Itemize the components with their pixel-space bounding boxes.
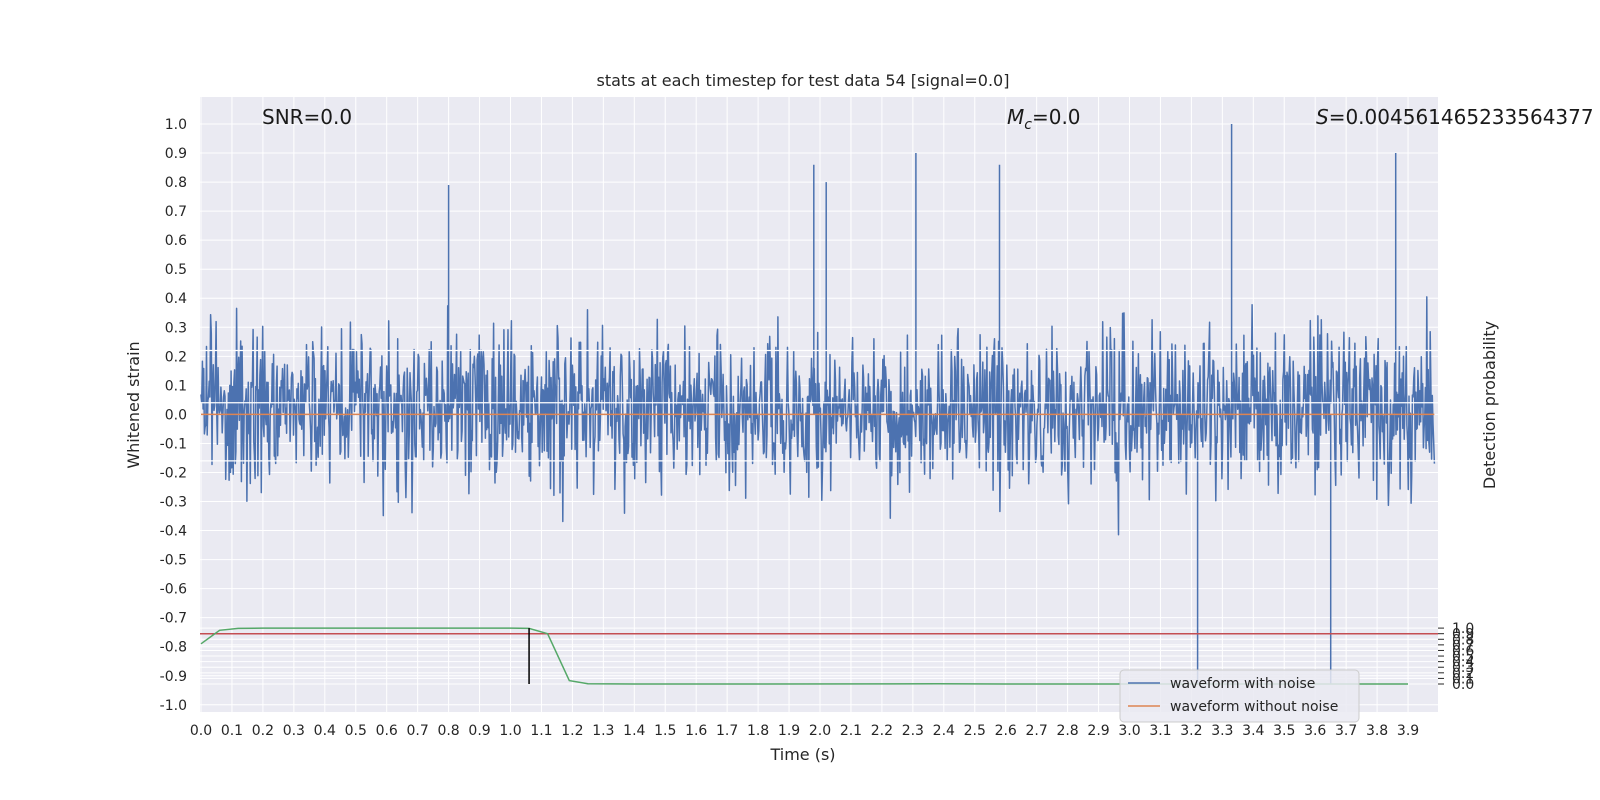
x-tick-label: 2.6 (995, 723, 1017, 739)
series-waveform-with-noise (200, 124, 1436, 685)
s-annotation: S=0.004561465233564377 (1316, 105, 1594, 129)
x-tick-label: 3.2 (1180, 723, 1202, 739)
y2-axis-label: Detection probability (1480, 321, 1499, 489)
x-tick-label: 3.8 (1366, 723, 1388, 739)
x-tick-label: 0.8 (437, 723, 459, 739)
mc-value: =0.0 (1032, 105, 1081, 129)
y2-tick-label: 0.7 (1452, 638, 1474, 654)
y-tick-label: -0.5 (160, 553, 187, 569)
y-tick-label: 0.3 (165, 320, 187, 336)
y-tick-label: 0.7 (165, 204, 187, 220)
y-tick-label: 0.8 (165, 175, 187, 191)
y-tick-label: -1.0 (160, 698, 187, 714)
y-tick-label: 0.2 (165, 349, 187, 365)
series-lines (200, 349, 1438, 685)
y-tick-label: -0.9 (160, 669, 187, 685)
y-tick-label: -0.3 (160, 495, 187, 511)
x-tick-label: 2.3 (902, 723, 924, 739)
snr-annotation: SNR=0.0 (262, 105, 352, 129)
y-tick-label: 0.6 (165, 233, 187, 249)
x-tick-label: 1.6 (685, 723, 707, 739)
x-tick-label: 1.7 (716, 723, 738, 739)
axis-ticks: 0.0 0.1 0.2 0.3 0.4 0.5 0.6 0.7 0.8 0.9 1.0 1.1 1.2 1… (160, 117, 1475, 739)
x-tick-label: 3.5 (1273, 723, 1295, 739)
chart-title: stats at each timestep for test data 54 … (597, 71, 1010, 90)
x-tick-label: 1.9 (778, 723, 800, 739)
y2-tick-label: 0.9 (1452, 627, 1474, 643)
y2-tick-label: 1.0 (1452, 621, 1474, 637)
y2-tick-label: 0.4 (1452, 655, 1474, 671)
y-tick-label: 0.9 (165, 146, 187, 162)
y-tick-label: -0.2 (160, 465, 187, 481)
x-tick-label: 0.7 (407, 723, 429, 739)
x-axis-label: Time (s) (769, 745, 835, 764)
y-tick-label: 1.0 (165, 117, 187, 133)
y2-tick-label: 0.5 (1452, 649, 1474, 665)
y-tick-label: -0.6 (160, 582, 187, 598)
x-tick-label: 0.0 (190, 723, 212, 739)
y2-tick-label: 0.6 (1452, 643, 1474, 659)
x-tick-label: 0.1 (221, 723, 243, 739)
y-tick-label: 0.0 (165, 407, 187, 423)
x-tick-label: 1.2 (561, 723, 583, 739)
s-symbol: S (1316, 105, 1329, 129)
x-tick-label: 2.4 (933, 723, 955, 739)
x-tick-label: 3.3 (1211, 723, 1233, 739)
x-tick-label: 1.1 (530, 723, 552, 739)
mc-symbol: M (1007, 105, 1024, 129)
legend: waveform with noise waveform without noi… (1119, 669, 1360, 723)
y-tick-label: 0.5 (165, 262, 187, 278)
x-tick-label: 2.9 (1087, 723, 1109, 739)
x-tick-label: 0.2 (252, 723, 274, 739)
y2-tick-label: 0.0 (1452, 677, 1474, 693)
y-tick-label: 0.1 (165, 378, 187, 394)
y2-tick-label: 0.2 (1452, 666, 1474, 682)
x-tick-label: 2.1 (840, 723, 862, 739)
x-tick-label: 1.8 (747, 723, 769, 739)
x-tick-label: 0.6 (376, 723, 398, 739)
noise-waveform-path (200, 124, 1436, 685)
x-tick-label: 3.1 (1149, 723, 1171, 739)
legend-box (1119, 669, 1360, 723)
x-tick-label: 0.9 (468, 723, 490, 739)
y2-tick-label: 0.3 (1452, 660, 1474, 676)
mc-annotation: Mc=0.0 (1007, 105, 1081, 133)
y-tick-label: -0.1 (160, 436, 187, 452)
x-tick-label: 3.6 (1304, 723, 1326, 739)
x-tick-label: 3.9 (1397, 723, 1419, 739)
y-axis-label: Whitened strain (124, 341, 143, 468)
x-tick-label: 1.4 (623, 723, 645, 739)
legend-label-clean: waveform without noise (1170, 699, 1338, 715)
y-tick-label: -0.8 (160, 640, 187, 656)
x-tick-label: 2.8 (1056, 723, 1078, 739)
y-tick-label: -0.7 (160, 611, 187, 627)
y2-tick-label: 0.8 (1452, 632, 1474, 648)
y2-tick-label: 0.1 (1452, 671, 1474, 687)
detection-probability-line (200, 627, 1408, 685)
y-tick-label: 0.4 (165, 291, 187, 307)
legend-label-noise: waveform with noise (1170, 676, 1315, 692)
x-tick-label: 1.5 (654, 723, 676, 739)
x-tick-label: 3.0 (1118, 723, 1140, 739)
x-tick-label: 0.4 (314, 723, 336, 739)
mc-subscript: c (1024, 117, 1032, 133)
y-tick-label: -0.4 (160, 524, 187, 540)
x-tick-label: 2.7 (1026, 723, 1048, 739)
x-tick-label: 0.3 (283, 723, 305, 739)
x-tick-label: 0.5 (345, 723, 367, 739)
s-value: =0.004561465233564377 (1329, 105, 1594, 129)
x-tick-label: 1.3 (592, 723, 614, 739)
x-tick-label: 3.7 (1335, 723, 1357, 739)
x-tick-label: 1.0 (499, 723, 521, 739)
x-tick-label: 2.5 (964, 723, 986, 739)
x-tick-label: 3.4 (1242, 723, 1264, 739)
x-tick-label: 2.0 (809, 723, 831, 739)
x-tick-label: 2.2 (871, 723, 893, 739)
